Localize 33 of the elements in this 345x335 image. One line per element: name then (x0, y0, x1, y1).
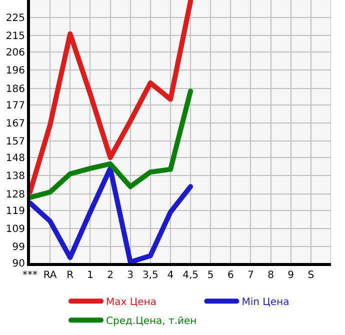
x-tick-label: 3,5 (142, 270, 158, 281)
y-tick-label: 128 (6, 189, 25, 200)
legend-label: Min Цена (242, 297, 290, 308)
x-tick-label: 1 (87, 270, 94, 281)
y-tick-label: 148 (6, 153, 25, 164)
y-tick-label: 186 (6, 84, 25, 95)
y-tick-label: 196 (6, 66, 25, 77)
x-tick-label: S (308, 270, 314, 281)
x-tick-label: 5 (207, 270, 214, 281)
y-tick-label: 177 (6, 100, 25, 112)
x-tick-label: 7 (248, 270, 254, 281)
y-tick-label: 138 (6, 171, 25, 182)
legend-label: Сред.Цена, т.йен (106, 316, 197, 328)
x-tick-label: 4 (167, 270, 174, 281)
x-tick-label: 6 (227, 270, 234, 281)
x-tick-label: 2 (107, 270, 114, 281)
y-tick-label: 206 (6, 48, 25, 59)
y-tick-label: 109 (6, 224, 25, 235)
y-tick-label: 157 (6, 136, 25, 148)
y-tick-label: 215 (6, 31, 25, 42)
x-tick-label: *** (22, 270, 38, 281)
legend-label: Max Цена (106, 297, 156, 308)
y-tick-label: 119 (6, 206, 25, 217)
y-tick-label: 225 (6, 12, 25, 24)
y-tick-label: 167 (6, 118, 25, 130)
x-tick-label: 8 (268, 270, 274, 281)
y-tick-label: 90 (12, 258, 25, 270)
x-tick-label: 9 (288, 270, 294, 281)
x-tick-label: 4,5 (182, 270, 198, 281)
x-tick-label: R (66, 270, 74, 281)
y-tick-label: 99 (12, 242, 25, 254)
x-tick-label: RA (43, 270, 57, 281)
x-tick-label: 3 (127, 270, 134, 281)
